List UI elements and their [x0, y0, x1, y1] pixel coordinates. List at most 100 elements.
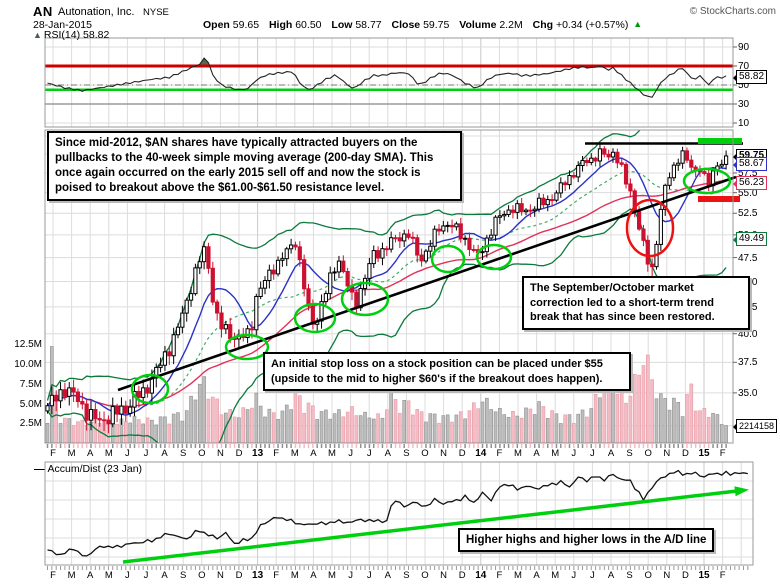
- month-label-ad: O: [644, 570, 652, 581]
- month-label-ad: F: [50, 570, 56, 581]
- month-label-main: O: [421, 448, 429, 459]
- month-label-ad: A: [161, 570, 168, 581]
- month-label-ad: 13: [252, 570, 264, 581]
- candlesticks: [45, 143, 729, 434]
- month-label-main: J: [366, 448, 372, 459]
- month-label-main: J: [143, 448, 149, 459]
- quote-line: Open 59.65 High 60.50 Low 58.77 Close 59…: [203, 19, 775, 31]
- month-label-ad: 15: [698, 570, 710, 581]
- month-label-main: D: [681, 448, 689, 459]
- support-touch-circle: [430, 244, 466, 274]
- month-label-main: N: [216, 448, 224, 459]
- month-label-main: O: [644, 448, 652, 459]
- price-ytick-label: 47.5: [738, 252, 758, 264]
- month-label-main: M: [328, 448, 336, 459]
- volume-ytick-label: 2.5M: [19, 418, 42, 430]
- month-label-ad: M: [328, 570, 336, 581]
- volume-ytick-label: 5.0M: [19, 398, 42, 410]
- copyright-credit: © StockCharts.com: [689, 6, 776, 17]
- month-label-main: S: [180, 448, 187, 459]
- month-label-main: M: [290, 448, 299, 459]
- price-ytick-label: 55.0: [738, 187, 758, 199]
- rsi-series: [45, 57, 733, 105]
- month-label-ad: A: [533, 570, 540, 581]
- month-label-main: D: [235, 448, 243, 459]
- support-touch-circle: [340, 281, 390, 317]
- price-ytick-label: 52.5: [738, 208, 758, 220]
- month-label-main: J: [125, 448, 130, 459]
- month-label-main: M: [67, 448, 76, 459]
- rsi-panel-label: ▲ RSI(14) 58.82: [33, 29, 109, 41]
- rsi-ytick-label: 50: [738, 80, 750, 91]
- month-label-main: A: [161, 448, 168, 459]
- support-touch-circle: [682, 167, 732, 195]
- month-label-ad: J: [366, 570, 372, 581]
- month-label-ad: N: [440, 570, 448, 581]
- month-label-ad: M: [104, 570, 113, 581]
- trendline: [117, 175, 737, 392]
- price-flag-49.49-arrow: [730, 236, 737, 245]
- month-label-main: F: [496, 448, 503, 459]
- axis-tick-rows: [46, 46, 749, 570]
- low-label: Low: [331, 19, 353, 31]
- month-label-main: J: [590, 448, 595, 459]
- month-label-main: A: [533, 448, 540, 459]
- month-label-main: A: [310, 448, 317, 459]
- month-label-ad: F: [719, 570, 726, 581]
- month-label-main: F: [50, 448, 56, 459]
- month-label-ad: J: [125, 570, 130, 581]
- rsi-indicator-icon: ▲: [33, 30, 42, 40]
- low-value: 58.77: [355, 19, 382, 31]
- annotation-stoploss-note: An initial stop loss on a stock position…: [263, 352, 631, 391]
- volume-ytick-label: 10.0M: [14, 359, 42, 370]
- month-label-main: M: [104, 448, 113, 459]
- month-label-main: M: [551, 448, 560, 459]
- rsi-line: [47, 57, 727, 98]
- chart-date: 28-Jan-2015: [33, 19, 92, 31]
- month-label-ad: O: [421, 570, 429, 581]
- open-label: Open: [203, 19, 230, 31]
- support-touch-circle: [224, 333, 270, 361]
- rsi-ytick-label: 30: [738, 99, 750, 110]
- high-label: High: [268, 19, 293, 31]
- month-label-main: M: [514, 448, 522, 459]
- exchange-label: NYSE: [143, 7, 169, 18]
- volume-value: 2.2M: [499, 19, 523, 31]
- month-label-ad: D: [458, 570, 466, 581]
- rsi-value-flag: 58.82: [733, 69, 768, 84]
- month-label-main: D: [458, 448, 466, 459]
- open-value: 59.65: [232, 19, 260, 31]
- annotation-sma-note: Since mid-2012, $AN shares have typicall…: [47, 131, 462, 201]
- volume-flag-arrow: [730, 422, 737, 431]
- stop-loss-bar: [698, 196, 740, 202]
- price-ytick-label: 40.0: [738, 328, 758, 340]
- support-touch-circle: [130, 373, 170, 405]
- month-label-ad: M: [514, 570, 522, 581]
- month-label-main: N: [663, 448, 671, 459]
- month-label-ad: M: [290, 570, 299, 581]
- ad-arrow-head: [734, 486, 749, 497]
- month-label-main: J: [571, 448, 577, 459]
- rsi-label-text: RSI(14) 58.82: [43, 29, 110, 41]
- accum-dist-line: [47, 469, 748, 557]
- support-touch-circle: [475, 243, 513, 271]
- month-label-main: A: [384, 448, 391, 459]
- high-value: 60.50: [295, 19, 322, 31]
- rsi-overbought-fill: [199, 58, 209, 66]
- month-label-main: A: [607, 448, 615, 459]
- rsi-value-flag-arrow: [730, 73, 737, 82]
- ad-label-text: Accum/Dist (23 Jan): [47, 463, 143, 475]
- volume-ytick-label: 12.5M: [14, 339, 42, 351]
- month-label-main: 13: [252, 448, 264, 459]
- volume-label: Volume: [459, 19, 497, 31]
- up-triangle-icon: ▲: [633, 19, 643, 29]
- month-label-ad: D: [681, 570, 689, 581]
- month-label-ad: A: [310, 570, 317, 581]
- support-touch-circle: [293, 302, 337, 334]
- month-label-ad: N: [663, 570, 671, 581]
- month-label-ad: N: [216, 570, 224, 581]
- month-label-ad: F: [496, 570, 503, 581]
- month-label-ad: S: [180, 570, 187, 581]
- ticker-symbol: AN: [33, 4, 53, 19]
- month-label-ad: O: [198, 570, 206, 581]
